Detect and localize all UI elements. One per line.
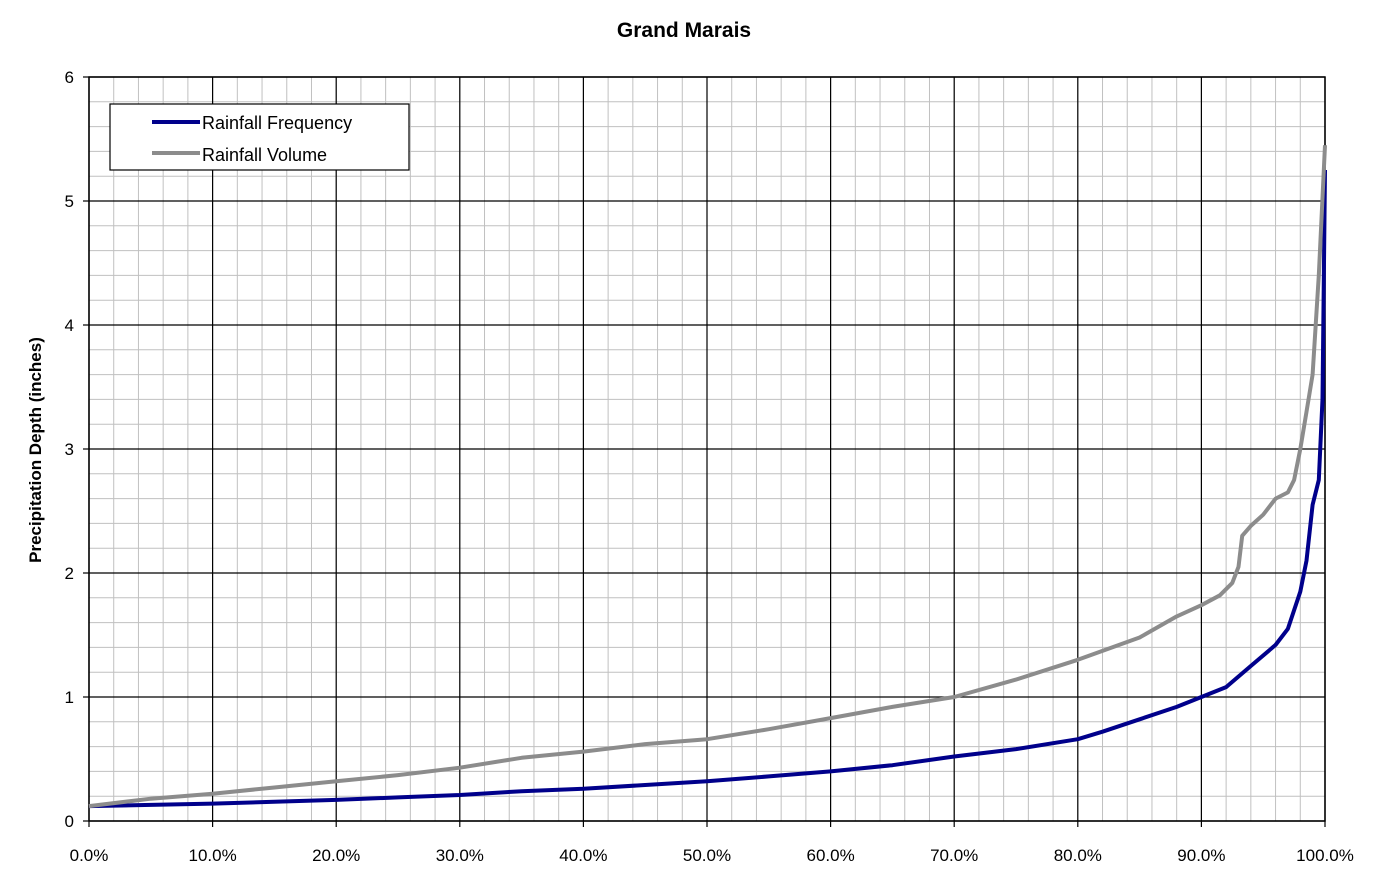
legend: Rainfall Frequency Rainfall Volume [109,103,410,171]
x-tick-label: 50.0% [683,846,731,865]
y-tick-label: 0 [65,812,74,831]
x-tick-label: 70.0% [930,846,978,865]
series-line-rainfall-volume [88,145,1327,809]
legend-label-volume: Rainfall Volume [202,145,327,165]
series-lines [88,145,1327,809]
x-tick-label: 10.0% [188,846,236,865]
x-tick-label: 90.0% [1177,846,1225,865]
x-tick-label: 100.0% [1296,846,1354,865]
chart-title: Grand Marais [617,19,751,42]
legend-label-frequency: Rainfall Frequency [202,113,352,133]
major-grid [88,76,1326,822]
x-tick-label: 20.0% [312,846,360,865]
y-axis-title: Precipitation Depth (inches) [26,337,45,563]
x-tick-label: 80.0% [1054,846,1102,865]
y-tick-label: 3 [65,440,74,459]
y-tick-label: 1 [65,688,74,707]
x-tick-label: 60.0% [806,846,854,865]
y-tick-labels: 0 1 2 3 4 5 6 [65,68,89,831]
x-tick-label: 0.0% [70,846,109,865]
series-line-rainfall-frequency [88,169,1327,809]
x-tick-labels: 0.0% 10.0% 20.0% 30.0% 40.0% 50.0% 60.0% 70.0% 8… [70,821,1354,865]
y-tick-label: 5 [65,192,74,211]
x-tick-label: 40.0% [559,846,607,865]
y-tick-label: 4 [65,316,74,335]
legend-box [109,103,410,171]
x-tick-label: 30.0% [436,846,484,865]
y-tick-label: 6 [65,68,74,87]
y-tick-label: 2 [65,564,74,583]
